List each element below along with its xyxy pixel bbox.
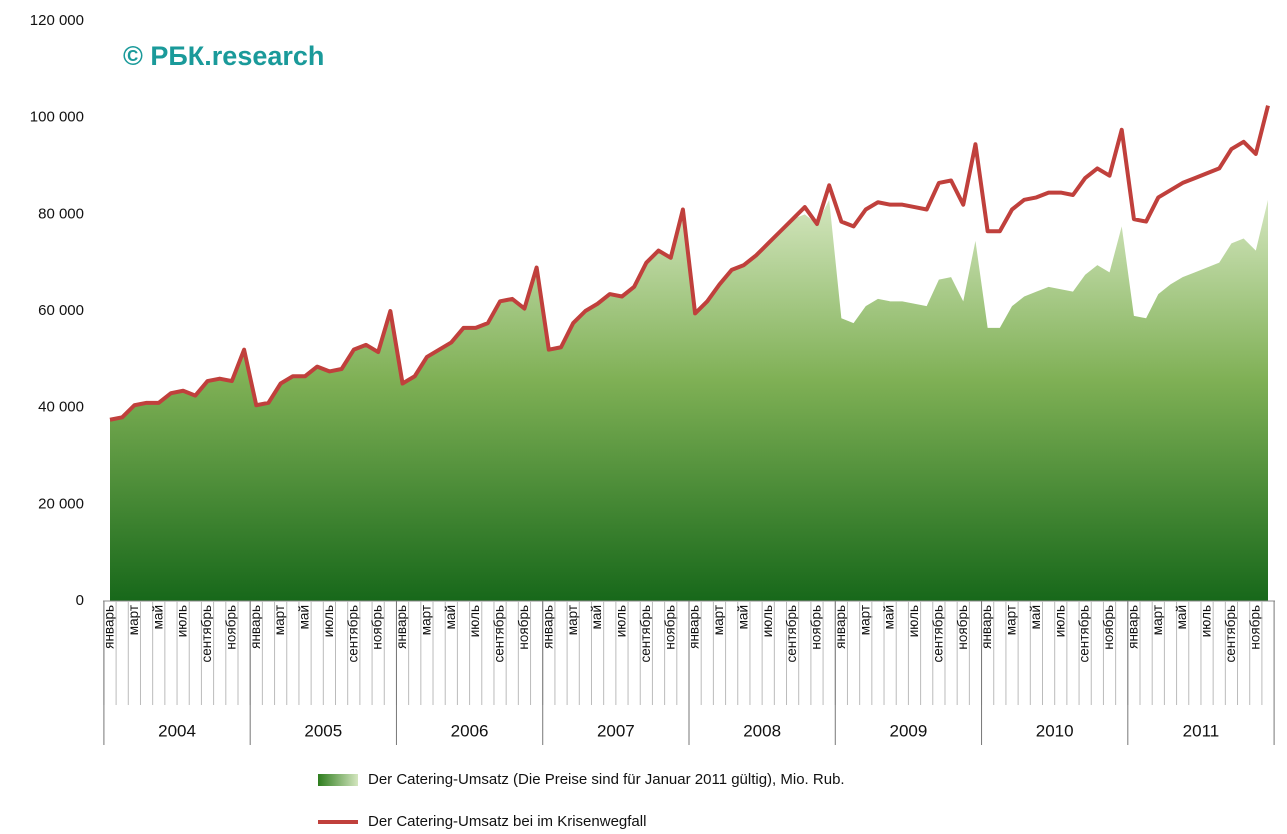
y-tick-label: 0	[76, 592, 84, 609]
x-tick-label: сентябрь	[1223, 605, 1238, 662]
y-tick-label: 40 000	[38, 399, 84, 416]
x-tick-label: ноябрь	[955, 605, 970, 650]
x-tick-label: июль	[175, 605, 190, 637]
x-tick-label: июль	[321, 605, 336, 637]
group-label: 2004	[158, 721, 196, 740]
x-tick-label: январь	[687, 605, 702, 649]
x-tick-label: январь	[1125, 605, 1140, 649]
x-tick-label: март	[565, 605, 580, 635]
x-tick-label: май	[735, 605, 750, 629]
x-tick-label: ноябрь	[1101, 605, 1116, 650]
x-tick-label: март	[1004, 605, 1019, 635]
x-tick-label: май	[882, 605, 897, 629]
x-tick-label: март	[711, 605, 726, 635]
group-label: 2007	[597, 721, 635, 740]
x-tick-label: январь	[394, 605, 409, 649]
group-label: 2008	[743, 721, 781, 740]
watermark: © РБК.research	[123, 41, 324, 71]
x-tick-label: май	[1028, 605, 1043, 629]
x-tick-label: ноябрь	[370, 605, 385, 650]
x-tick-label: январь	[833, 605, 848, 649]
x-tick-label: июль	[1199, 605, 1214, 637]
x-tick-label: июль	[467, 605, 482, 637]
x-tick-label: май	[1174, 605, 1189, 629]
x-tick-label: июль	[614, 605, 629, 637]
line	[109, 105, 1270, 422]
x-tick-label: март	[272, 605, 287, 635]
group-label: 2011	[1183, 721, 1220, 740]
group-label: 2006	[451, 721, 489, 740]
x-tick-label: сентябрь	[345, 605, 360, 662]
x-tick-label: январь	[248, 605, 263, 649]
x-tick-label: май	[443, 605, 458, 629]
legend-label: Der Catering-Umsatz (Die Preise sind für…	[368, 771, 845, 788]
x-tick-label: май	[150, 605, 165, 629]
x-tick-label: сентябрь	[638, 605, 653, 662]
y-tick-label: 80 000	[38, 205, 84, 222]
axes: 0 20 000 40 000 60 000 80 000 100 000 120 000 я…	[30, 12, 1275, 745]
x-tick-label: июль	[1052, 605, 1067, 637]
x-tick-label: ноябрь	[662, 605, 677, 650]
legend-label: Der Catering-Umsatz bei im Krisenwegfall	[368, 813, 646, 830]
y-tick-label: 20 000	[38, 495, 84, 512]
x-tick-label: сентябрь	[1077, 605, 1092, 662]
group-label: 2010	[1036, 721, 1074, 740]
x-tick-label: июль	[760, 605, 775, 637]
x-tick-label: сентябрь	[930, 605, 945, 662]
x-tick-label: сентябрь	[492, 605, 507, 662]
x-tick-label: март	[126, 605, 141, 635]
x-tick-label: ноябрь	[516, 605, 531, 650]
x-tick-label: май	[297, 605, 312, 629]
legend: Der Catering-Umsatz (Die Preise sind für…	[318, 771, 845, 830]
x-tick-label: май	[589, 605, 604, 629]
x-tick-label: ноябрь	[223, 605, 238, 650]
x-tick-label: июль	[906, 605, 921, 637]
group-label: 2005	[304, 721, 342, 740]
legend-swatch	[318, 774, 358, 786]
plot	[109, 105, 1270, 602]
x-tick-label: январь	[540, 605, 555, 649]
x-tick-label: январь	[979, 605, 994, 649]
x-tick-label: сентябрь	[784, 605, 799, 662]
x-tick-label: март	[857, 605, 872, 635]
x-tick-label: январь	[102, 605, 117, 649]
area	[110, 199, 1268, 602]
y-tick-label: 120 000	[30, 12, 84, 29]
x-tick-label: сентябрь	[199, 605, 214, 662]
x-tick-label: март	[418, 605, 433, 635]
group-label: 2009	[889, 721, 927, 740]
x-tick-label: ноябрь	[809, 605, 824, 650]
y-tick-label: 100 000	[30, 109, 84, 126]
x-tick-label: март	[1150, 605, 1165, 635]
x-tick-label: ноябрь	[1247, 605, 1262, 650]
y-tick-label: 60 000	[38, 302, 84, 319]
